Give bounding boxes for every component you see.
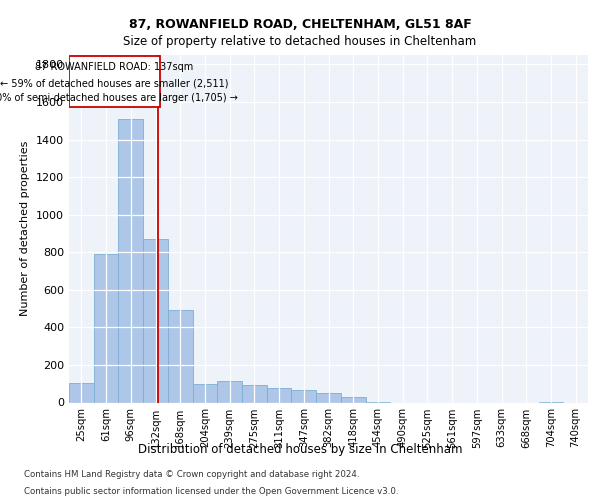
Bar — [69, 383, 94, 402]
Text: Contains HM Land Registry data © Crown copyright and database right 2024.: Contains HM Land Registry data © Crown c… — [24, 470, 359, 479]
Bar — [267, 388, 292, 402]
Bar — [316, 393, 341, 402]
Bar — [69, 56, 160, 106]
Text: 40% of semi-detached houses are larger (1,705) →: 40% of semi-detached houses are larger (… — [0, 92, 238, 102]
Bar — [94, 254, 118, 402]
Bar — [193, 384, 217, 402]
Bar — [341, 397, 365, 402]
Y-axis label: Number of detached properties: Number of detached properties — [20, 141, 31, 316]
Bar — [118, 119, 143, 403]
Bar — [168, 310, 193, 402]
Bar — [143, 239, 168, 402]
Bar — [217, 381, 242, 402]
Bar — [242, 384, 267, 402]
Text: 87 ROWANFIELD ROAD: 137sqm: 87 ROWANFIELD ROAD: 137sqm — [35, 62, 193, 72]
Text: 87, ROWANFIELD ROAD, CHELTENHAM, GL51 8AF: 87, ROWANFIELD ROAD, CHELTENHAM, GL51 8A… — [128, 18, 472, 30]
Text: Size of property relative to detached houses in Cheltenham: Size of property relative to detached ho… — [124, 35, 476, 48]
Text: Distribution of detached houses by size in Cheltenham: Distribution of detached houses by size … — [138, 442, 462, 456]
Bar — [292, 390, 316, 402]
Text: ← 59% of detached houses are smaller (2,511): ← 59% of detached houses are smaller (2,… — [0, 78, 229, 88]
Text: Contains public sector information licensed under the Open Government Licence v3: Contains public sector information licen… — [24, 488, 398, 496]
